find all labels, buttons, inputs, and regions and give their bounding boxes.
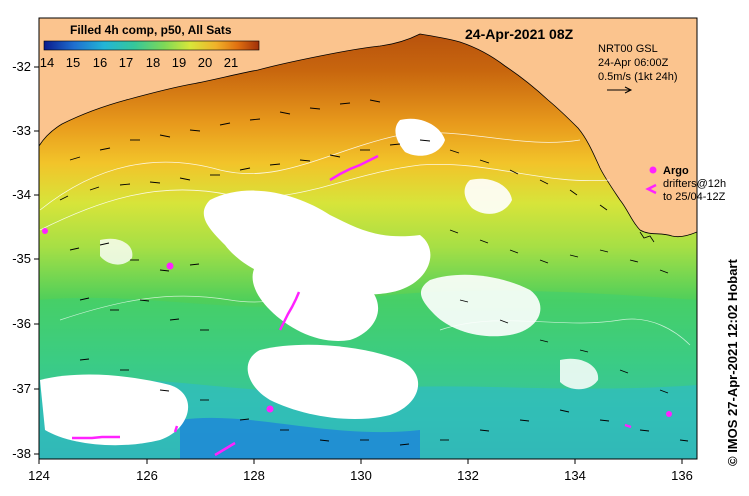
x-tick-136: 136 (671, 468, 693, 483)
x-tick-labels: 124 126 128 130 132 134 136 (28, 468, 693, 483)
info-block: NRT00 GSL 24-Apr 06:00Z 0.5m/s (1kt 24h) (598, 43, 677, 94)
y-tick-labels: -32 -33 -34 -35 -36 -37 -38 (12, 59, 31, 461)
cb-tick-15: 15 (66, 55, 80, 70)
colorbar (43, 40, 260, 51)
current-vectors (59, 99, 689, 446)
ocean-field (39, 18, 697, 459)
drifter-tracks (72, 154, 632, 457)
cb-tick-20: 20 (198, 55, 212, 70)
y-tick-m35: -35 (12, 251, 31, 266)
x-tick-130: 130 (350, 468, 372, 483)
drifter-marker-icon (645, 183, 657, 195)
y-tick-m32: -32 (12, 59, 31, 74)
argo-floats (42, 228, 274, 413)
cb-tick-21: 21 (224, 55, 238, 70)
cb-tick-17: 17 (119, 55, 133, 70)
x-tick-124: 124 (28, 468, 50, 483)
map-title: 24-Apr-2021 08Z (465, 26, 574, 42)
y-tick-m37: -37 (12, 381, 31, 396)
y-tick-m33: -33 (12, 123, 31, 138)
y-tick-m38: -38 (12, 446, 31, 461)
info-line3: 0.5m/s (1kt 24h) (598, 71, 677, 83)
cb-tick-19: 19 (172, 55, 186, 70)
argo-marker-icon (649, 166, 657, 174)
info-line2: 24-Apr 06:00Z (598, 57, 669, 69)
plot-border (38, 17, 698, 460)
x-tick-132: 132 (457, 468, 479, 483)
colorbar-legend: Filled 4h comp, p50, All Sats 14 15 16 1… (40, 23, 260, 70)
legend-title: Filled 4h comp, p50, All Sats (70, 23, 232, 37)
cb-tick-14: 14 (40, 55, 54, 70)
cb-tick-16: 16 (93, 55, 107, 70)
x-tick-126: 126 (136, 468, 158, 483)
y-tick-m34: -34 (12, 187, 31, 202)
argo-label: Argo (663, 165, 689, 177)
y-axis (34, 66, 39, 455)
x-tick-134: 134 (564, 468, 586, 483)
info-line1: NRT00 GSL (598, 43, 658, 55)
credit-text: © IMOS 27-Apr-2021 12:02 Hobart (725, 259, 740, 466)
x-tick-128: 128 (243, 468, 265, 483)
y-tick-m36: -36 (12, 316, 31, 331)
drifters-line2: to 25/04-12Z (663, 191, 726, 203)
drifters-line1: drifters@12h (663, 178, 726, 190)
cb-tick-18: 18 (146, 55, 160, 70)
x-axis (38, 459, 683, 464)
argo-key: Argo drifters@12h to 25/04-12Z (645, 165, 726, 203)
